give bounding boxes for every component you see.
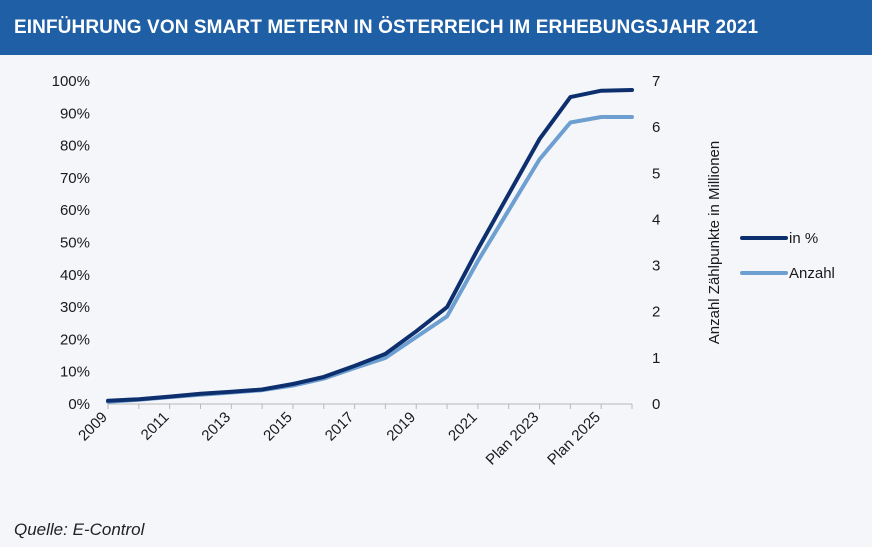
x-tick-label: Plan 2025: [544, 409, 604, 469]
legend-label: Anzahl: [789, 265, 835, 282]
y-left-tick-label: 90%: [60, 105, 90, 122]
y-right-tick-label: 7: [652, 73, 660, 90]
y-left-tick-label: 70%: [60, 170, 90, 187]
y-right-tick-label: 5: [652, 165, 660, 182]
line-chart: 0% 10% 20% 30% 40% 50% 60% 70% 80% 90% 100% 0 1 2 3 4 5 6…: [52, 73, 835, 469]
x-tick-label: 2017: [322, 409, 358, 445]
x-tick-label: 2019: [383, 409, 419, 445]
series-line-percent: [106, 88, 634, 403]
x-tick-label: 2021: [445, 409, 481, 445]
y-left-tick-label: 40%: [60, 267, 90, 284]
y-right-tick-label: 1: [652, 350, 660, 367]
x-tick-label: 2009: [75, 409, 111, 445]
y-right-axis-title: Anzahl Zählpunkte in Millionen: [706, 141, 723, 344]
y-left-tick-label: 0%: [68, 396, 90, 413]
chart-title: EINFÜHRUNG VON SMART METERN IN ÖSTERREIC…: [14, 17, 759, 38]
chart-series: [106, 88, 634, 404]
y-left-tick-label: 50%: [60, 235, 90, 252]
y-right-tick-label: 3: [652, 258, 660, 275]
y-left-tick-label: 80%: [60, 138, 90, 155]
y-right-tick-label: 0: [652, 396, 660, 413]
x-tick-label: 2013: [199, 409, 235, 445]
y-left-tick-label: 20%: [60, 331, 90, 348]
y-left-tick-label: 60%: [60, 202, 90, 219]
x-tick-label: 2011: [138, 409, 173, 444]
y-right-tick-label: 4: [652, 211, 660, 228]
x-tick-label: Plan 2023: [483, 409, 543, 469]
y-left-tick-label: 30%: [60, 299, 90, 316]
x-tick-label: 2015: [260, 409, 296, 445]
chart-legend: in % Anzahl: [740, 230, 835, 282]
legend-label: in %: [789, 230, 818, 247]
y-right-tick-label: 6: [652, 119, 660, 136]
y-left-tick-label: 10%: [60, 364, 90, 381]
chart-axes: 0% 10% 20% 30% 40% 50% 60% 70% 80% 90% 100% 0 1 2 3 4 5 6…: [52, 73, 723, 469]
source-note: Quelle: E-Control: [14, 520, 145, 539]
y-right-tick-label: 2: [652, 304, 660, 321]
y-left-tick-label: 100%: [52, 73, 90, 90]
chart-title-bar: EINFÜHRUNG VON SMART METERN IN ÖSTERREIC…: [0, 0, 872, 55]
